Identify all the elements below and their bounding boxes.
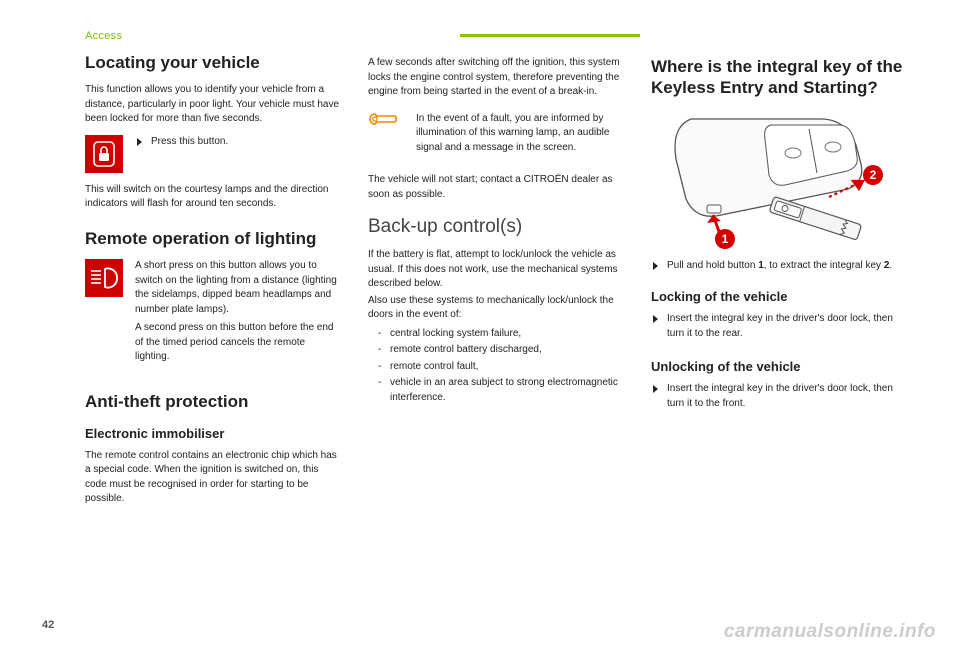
para-fault: In the event of a fault, you are informe…	[416, 112, 623, 156]
backup-item: vehicle in an area subject to strong ele…	[378, 376, 623, 405]
backup-item: remote control battery discharged,	[378, 343, 623, 358]
key-diagram: 1 2	[651, 109, 891, 249]
txt: .	[889, 260, 892, 271]
para-backup-2: Also use these systems to mechanically l…	[368, 294, 623, 323]
backup-list: central locking system failure, remote c…	[368, 327, 623, 408]
column-2: A few seconds after switching off the ig…	[368, 30, 623, 515]
heading-remote-lighting: Remote operation of lighting	[85, 228, 340, 249]
column-3: Where is the integral key of the Keyless…	[651, 30, 906, 515]
section-label: Access	[85, 30, 340, 42]
li-lock: Insert the integral key in the driver's …	[651, 312, 906, 341]
para-nostart: The vehicle will not start; contact a CI…	[368, 173, 623, 202]
column-1: Access Locating your vehicle This functi…	[85, 30, 340, 515]
svg-text:1: 1	[722, 232, 729, 246]
para-remote-2: A second press on this button before the…	[135, 321, 340, 365]
wrench-icon	[368, 112, 404, 130]
svg-text:2: 2	[870, 168, 877, 182]
pull-instruction: Pull and hold button 1, to extract the i…	[651, 259, 906, 278]
remote-lighting-text: A short press on this button allows you …	[135, 259, 340, 373]
heading-where-key: Where is the integral key of the Keyless…	[651, 56, 906, 99]
heading-antitheft: Anti-theft protection	[85, 391, 340, 412]
backup-item: remote control fault,	[378, 360, 623, 375]
para-backup-1: If the battery is flat, attempt to lock/…	[368, 248, 623, 292]
header-divider	[460, 34, 640, 37]
watermark: carmanualsonline.info	[724, 621, 936, 643]
lock-button-icon	[85, 135, 123, 173]
heading-unlocking: Unlocking of the vehicle	[651, 359, 906, 374]
heading-locking: Locking of the vehicle	[651, 289, 906, 304]
heading-locating: Locating your vehicle	[85, 52, 340, 73]
page-content: Access Locating your vehicle This functi…	[0, 0, 960, 535]
headlight-icon	[85, 259, 123, 297]
para-immobiliser: The remote control contains an electroni…	[85, 449, 340, 507]
li-press: Press this button.	[135, 135, 340, 150]
row-press-button: Press this button.	[85, 135, 340, 173]
para-remote-1: A short press on this button allows you …	[135, 259, 340, 317]
li-pull: Pull and hold button 1, to extract the i…	[651, 259, 906, 274]
heading-backup: Back-up control(s)	[368, 216, 623, 238]
para-locating-result: This will switch on the courtesy lamps a…	[85, 183, 340, 212]
para-afew: A few seconds after switching off the ig…	[368, 56, 623, 100]
para-locating-intro: This function allows you to identify you…	[85, 83, 340, 127]
backup-item: central locking system failure,	[378, 327, 623, 342]
row-remote-lighting: A short press on this button allows you …	[85, 259, 340, 373]
txt: Pull and hold button	[667, 260, 758, 271]
heading-immobiliser: Electronic immobiliser	[85, 426, 340, 441]
row-fault-note: In the event of a fault, you are informe…	[368, 112, 623, 164]
txt: , to extract the integral key	[764, 260, 884, 271]
press-button-text: Press this button.	[135, 135, 340, 154]
page-number: 42	[42, 619, 54, 631]
li-unlock: Insert the integral key in the driver's …	[651, 382, 906, 411]
